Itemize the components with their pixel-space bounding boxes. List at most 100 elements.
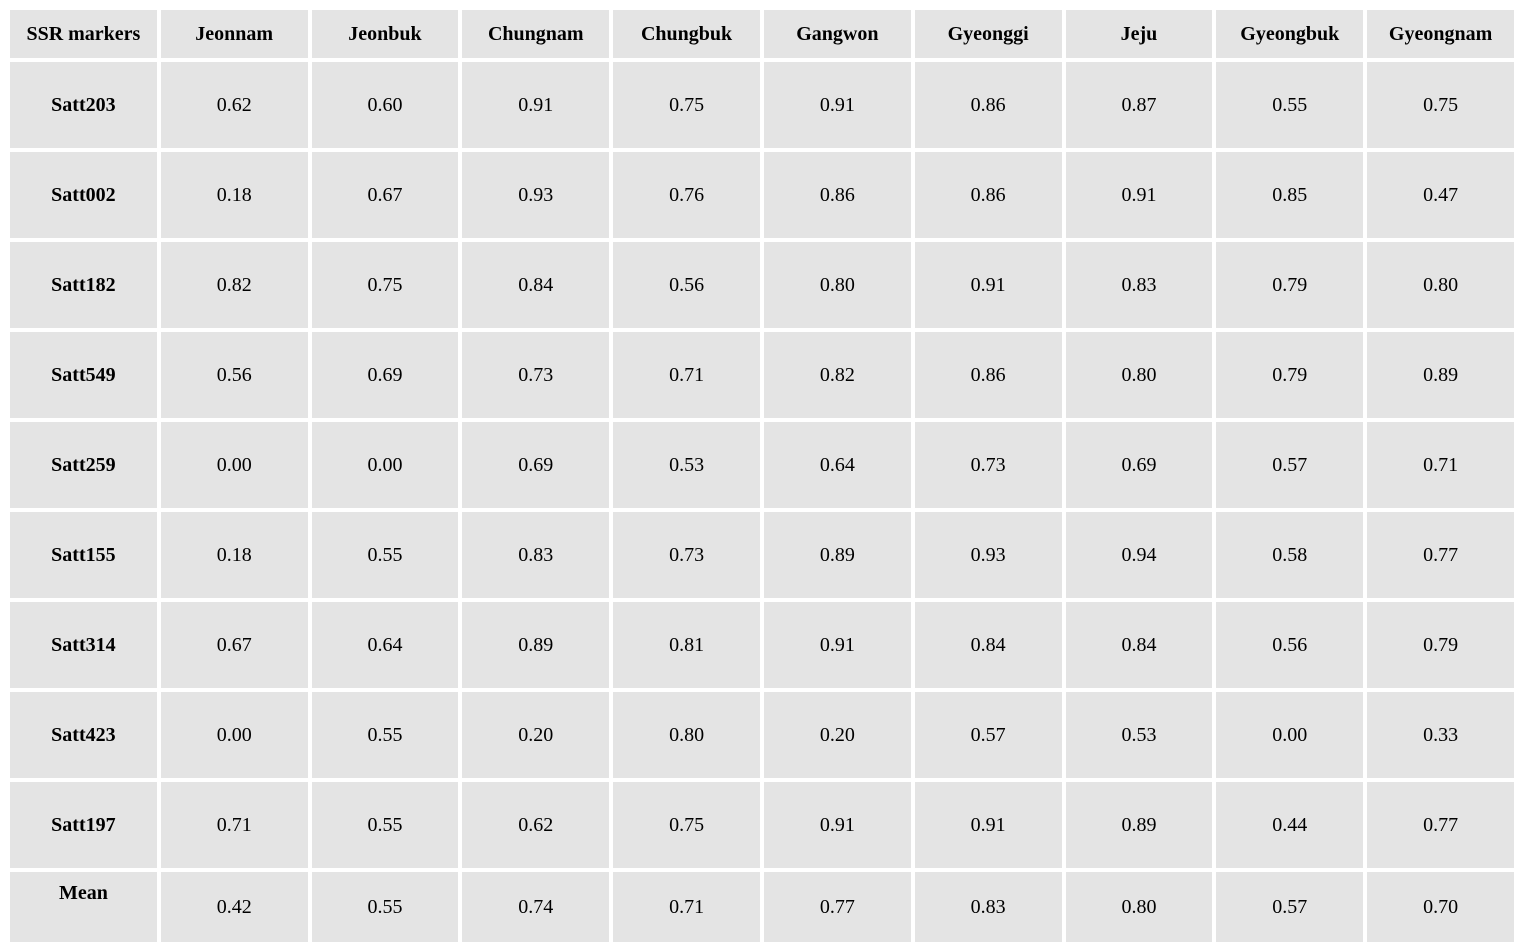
row-label: Satt259 xyxy=(10,422,157,508)
table-cell: 0.89 xyxy=(462,602,609,688)
table-cell: 0.64 xyxy=(312,602,459,688)
table-header-row: SSR markers Jeonnam Jeonbuk Chungnam Chu… xyxy=(10,10,1514,58)
table-cell: 0.18 xyxy=(161,512,308,598)
table-row: Satt259 0.00 0.00 0.69 0.53 0.64 0.73 0.… xyxy=(10,422,1514,508)
table-cell: 0.55 xyxy=(1216,62,1363,148)
table-cell: 0.57 xyxy=(915,692,1062,778)
table-cell: 0.86 xyxy=(915,62,1062,148)
table-cell: 0.44 xyxy=(1216,782,1363,868)
table-cell: 0.91 xyxy=(915,242,1062,328)
table-cell: 0.87 xyxy=(1066,62,1213,148)
table-cell: 0.20 xyxy=(462,692,609,778)
table-cell: 0.82 xyxy=(764,332,911,418)
table-cell: 0.91 xyxy=(764,602,911,688)
table-cell: 0.85 xyxy=(1216,152,1363,238)
table-row: Satt002 0.18 0.67 0.93 0.76 0.86 0.86 0.… xyxy=(10,152,1514,238)
table-cell: 0.75 xyxy=(1367,62,1514,148)
row-label: Satt423 xyxy=(10,692,157,778)
table-cell: 0.58 xyxy=(1216,512,1363,598)
table-cell: 0.91 xyxy=(462,62,609,148)
table-row: Satt314 0.67 0.64 0.89 0.81 0.91 0.84 0.… xyxy=(10,602,1514,688)
table-cell: 0.71 xyxy=(613,872,760,942)
col-header: Gyeongbuk xyxy=(1216,10,1363,58)
table-cell: 0.86 xyxy=(915,152,1062,238)
table-cell: 0.67 xyxy=(161,602,308,688)
table-cell: 0.70 xyxy=(1367,872,1514,942)
table-cell: 0.91 xyxy=(764,782,911,868)
table-cell: 0.83 xyxy=(1066,242,1213,328)
table-cell: 0.73 xyxy=(915,422,1062,508)
table-cell: 0.86 xyxy=(764,152,911,238)
row-label-mean: Mean xyxy=(10,872,157,942)
table-cell: 0.86 xyxy=(915,332,1062,418)
table-cell: 0.00 xyxy=(161,692,308,778)
table-cell: 0.71 xyxy=(613,332,760,418)
table-cell: 0.67 xyxy=(312,152,459,238)
table-cell: 0.75 xyxy=(613,62,760,148)
table-cell: 0.83 xyxy=(462,512,609,598)
table-cell: 0.62 xyxy=(462,782,609,868)
table-row: Satt203 0.62 0.60 0.91 0.75 0.91 0.86 0.… xyxy=(10,62,1514,148)
table-row: Satt423 0.00 0.55 0.20 0.80 0.20 0.57 0.… xyxy=(10,692,1514,778)
col-header: Gyeongnam xyxy=(1367,10,1514,58)
table-cell: 0.77 xyxy=(1367,782,1514,868)
col-header: SSR markers xyxy=(10,10,157,58)
table-cell: 0.79 xyxy=(1367,602,1514,688)
row-label: Satt203 xyxy=(10,62,157,148)
col-header: Chungnam xyxy=(462,10,609,58)
table-cell: 0.83 xyxy=(915,872,1062,942)
table-cell: 0.69 xyxy=(462,422,609,508)
table-cell: 0.91 xyxy=(915,782,1062,868)
table-cell: 0.57 xyxy=(1216,872,1363,942)
table-cell: 0.80 xyxy=(764,242,911,328)
table-cell: 0.80 xyxy=(613,692,760,778)
row-label: Satt549 xyxy=(10,332,157,418)
table-cell: 0.55 xyxy=(312,512,459,598)
table-cell: 0.89 xyxy=(1066,782,1213,868)
table-cell: 0.00 xyxy=(312,422,459,508)
table-cell: 0.76 xyxy=(613,152,760,238)
table-container: SSR markers Jeonnam Jeonbuk Chungnam Chu… xyxy=(0,0,1524,952)
col-header: Jeonnam xyxy=(161,10,308,58)
table-cell: 0.20 xyxy=(764,692,911,778)
table-cell: 0.89 xyxy=(764,512,911,598)
table-cell: 0.73 xyxy=(462,332,609,418)
row-label: Satt182 xyxy=(10,242,157,328)
table-cell: 0.91 xyxy=(764,62,911,148)
table-row-mean: Mean 0.42 0.55 0.74 0.71 0.77 0.83 0.80 … xyxy=(10,872,1514,942)
table-cell: 0.74 xyxy=(462,872,609,942)
table-cell: 0.80 xyxy=(1367,242,1514,328)
table-cell: 0.55 xyxy=(312,872,459,942)
table-cell: 0.00 xyxy=(1216,692,1363,778)
table-row: Satt155 0.18 0.55 0.83 0.73 0.89 0.93 0.… xyxy=(10,512,1514,598)
table-cell: 0.60 xyxy=(312,62,459,148)
table-cell: 0.56 xyxy=(613,242,760,328)
table-cell: 0.75 xyxy=(613,782,760,868)
table-cell: 0.79 xyxy=(1216,332,1363,418)
table-cell: 0.75 xyxy=(312,242,459,328)
table-cell: 0.89 xyxy=(1367,332,1514,418)
table-cell: 0.56 xyxy=(1216,602,1363,688)
table-cell: 0.82 xyxy=(161,242,308,328)
table-cell: 0.77 xyxy=(764,872,911,942)
row-label: Satt197 xyxy=(10,782,157,868)
table-cell: 0.69 xyxy=(1066,422,1213,508)
table-row: Satt197 0.71 0.55 0.62 0.75 0.91 0.91 0.… xyxy=(10,782,1514,868)
table-cell: 0.00 xyxy=(161,422,308,508)
table-cell: 0.62 xyxy=(161,62,308,148)
table-cell: 0.84 xyxy=(915,602,1062,688)
row-label: Satt314 xyxy=(10,602,157,688)
col-header: Jeju xyxy=(1066,10,1213,58)
table-cell: 0.69 xyxy=(312,332,459,418)
table-cell: 0.94 xyxy=(1066,512,1213,598)
ssr-markers-table: SSR markers Jeonnam Jeonbuk Chungnam Chu… xyxy=(6,6,1518,946)
table-cell: 0.73 xyxy=(613,512,760,598)
table-row: Satt182 0.82 0.75 0.84 0.56 0.80 0.91 0.… xyxy=(10,242,1514,328)
table-cell: 0.56 xyxy=(161,332,308,418)
row-label: Satt155 xyxy=(10,512,157,598)
table-cell: 0.93 xyxy=(915,512,1062,598)
table-cell: 0.91 xyxy=(1066,152,1213,238)
table-cell: 0.71 xyxy=(1367,422,1514,508)
table-cell: 0.84 xyxy=(1066,602,1213,688)
col-header: Gyeonggi xyxy=(915,10,1062,58)
